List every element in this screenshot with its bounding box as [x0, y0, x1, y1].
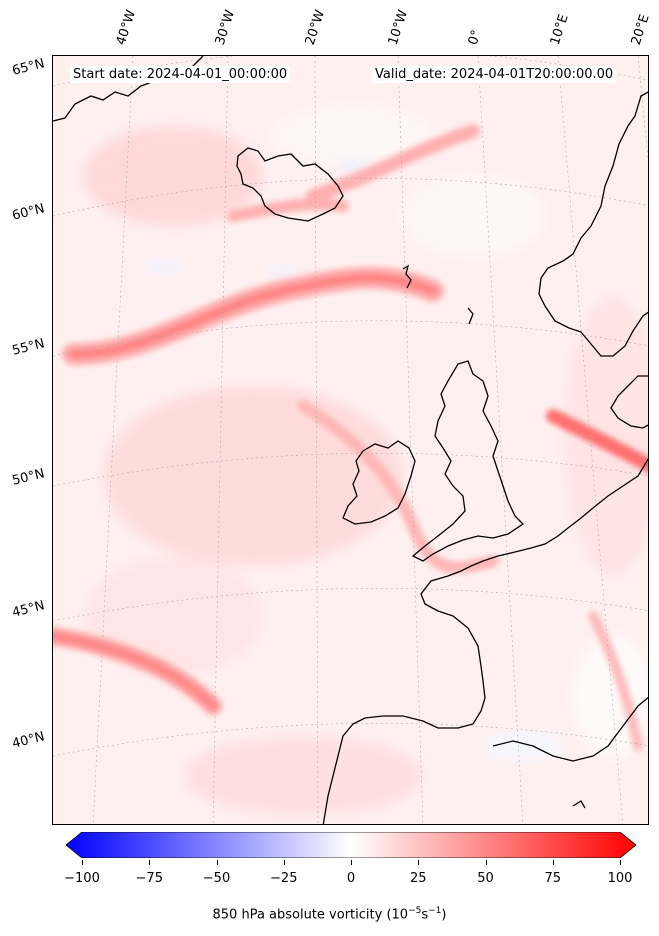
colorbar-tick-mark [351, 860, 352, 865]
coastline-iceland [236, 147, 344, 222]
colorbar-tick-mark [552, 860, 554, 865]
coastline-norway [538, 91, 648, 357]
lat-label-50n: 50°N [10, 466, 47, 489]
coastline-denmark [610, 375, 648, 429]
colorbar-tick-mark [149, 860, 151, 865]
colorbar-tick-mark [418, 860, 420, 865]
colorbar-tick-mark [283, 860, 285, 865]
lon-label-20e: 20°E [628, 12, 653, 48]
coastlines [53, 56, 648, 824]
colorbar-tick-mark [216, 860, 218, 865]
colorbar-tick-label: 25 [409, 871, 427, 886]
lat-label-60n: 60°N [10, 201, 47, 224]
colorbar-title: 850 hPa absolute vorticity (10−5s−1) [212, 906, 447, 923]
lat-label-55n: 55°N [10, 336, 47, 359]
colorbar-tick-label: −100 [64, 871, 100, 886]
lon-label-40w: 40°W [113, 8, 140, 47]
colorbar-tick-mark [620, 860, 621, 865]
lat-label-45n: 45°N [10, 598, 47, 621]
lon-label-0: 0° [465, 28, 485, 47]
colorbar-tick-label: −50 [202, 871, 231, 886]
coastline-ireland [342, 440, 416, 525]
map-panel [52, 55, 649, 825]
lat-label-65n: 65°N [10, 56, 47, 79]
coastline-balearic [572, 800, 586, 809]
vorticity-bands [53, 124, 648, 751]
colorbar-tick-mark [82, 860, 83, 865]
lon-label-10w: 10°W [385, 8, 412, 47]
colorbar-tick-label: 100 [607, 871, 633, 886]
colorbar-tick-label: −25 [270, 871, 298, 886]
coastline-france-iberia [322, 458, 648, 824]
coastline-shetland [467, 307, 474, 325]
coastline-great-britain [411, 360, 525, 562]
coastline-mediterranean [492, 696, 648, 762]
vorticity-map [53, 56, 648, 824]
colorbar-tick-label: 0 [346, 871, 356, 886]
colorbar-tick-label: −75 [135, 871, 163, 886]
lon-label-20w: 20°W [302, 8, 329, 47]
colorbar-tick-mark [485, 860, 487, 865]
valid-date-label: Valid_date: 2024-04-01T20:00:00.00 [372, 66, 617, 83]
start-date-label: Start date: 2024-04-01_00:00:00 [70, 66, 291, 83]
lat-label-40n: 40°N [10, 729, 47, 752]
lon-label-10e: 10°E [547, 12, 572, 48]
colorbar [66, 832, 636, 858]
colorbar-tick-label: 50 [477, 871, 494, 886]
colorbar-gradient [66, 832, 636, 858]
colorbar-tick-label: 75 [544, 871, 562, 886]
coastline-faroes [402, 264, 412, 289]
lon-label-30w: 30°W [212, 8, 239, 47]
